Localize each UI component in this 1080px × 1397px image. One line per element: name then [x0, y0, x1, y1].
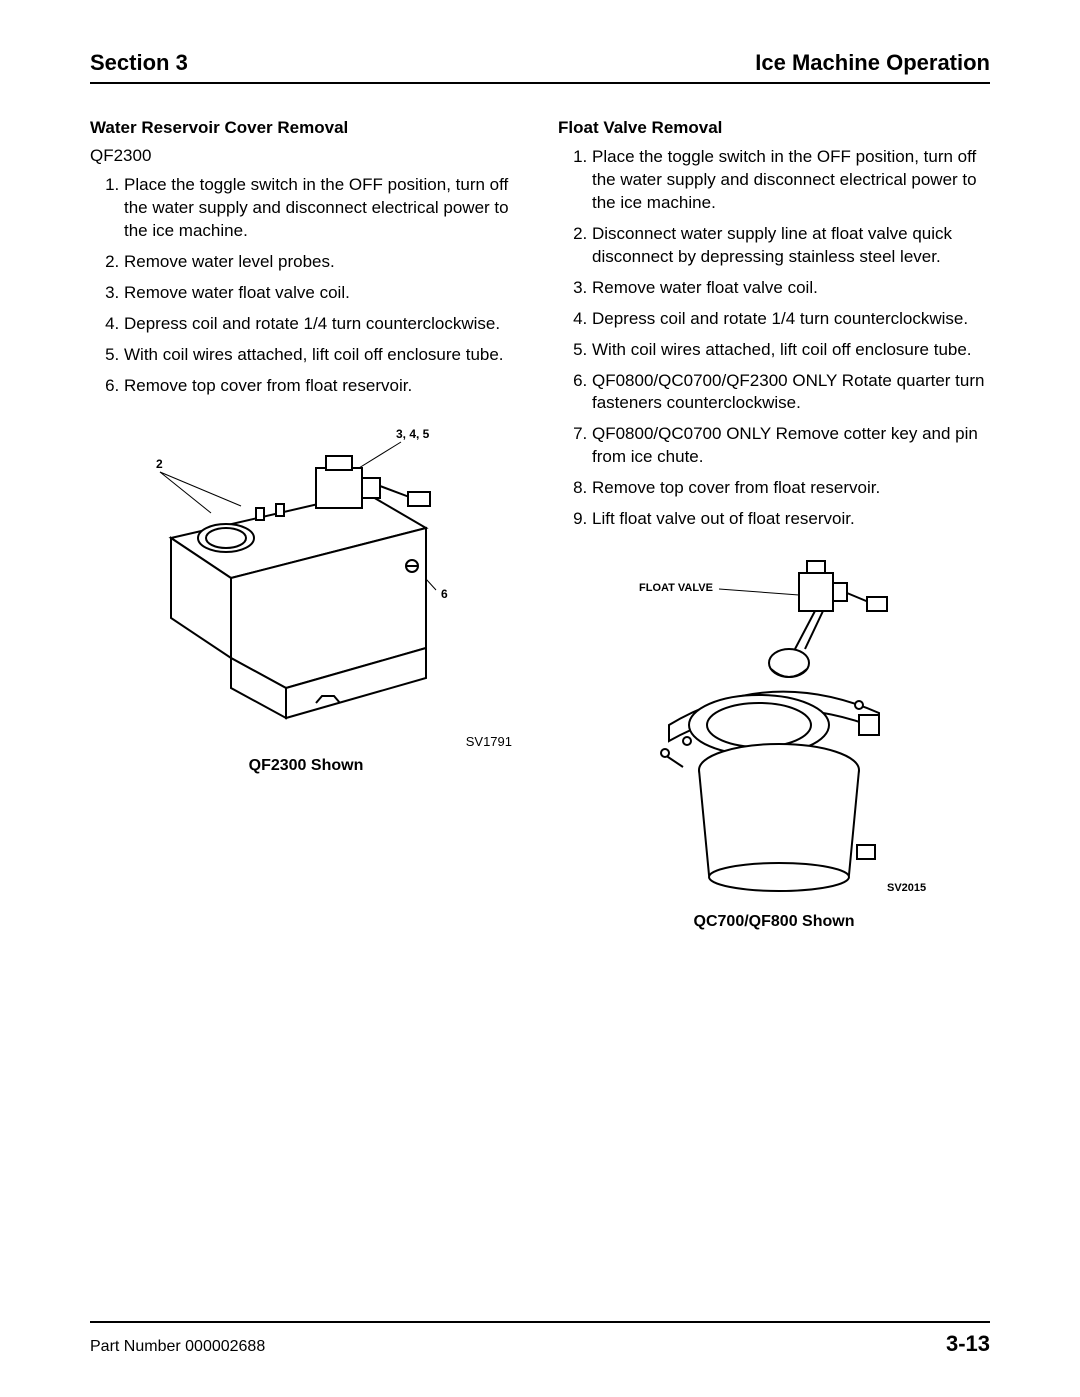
- left-step: Remove water float valve coil.: [124, 282, 522, 305]
- reservoir-diagram-icon: 2 3, 4, 5 6: [116, 418, 496, 728]
- content-columns: Water Reservoir Cover Removal QF2300 Pla…: [90, 118, 990, 931]
- right-figure: FLOAT VALVE: [558, 545, 990, 931]
- callout-345: 3, 4, 5: [396, 427, 430, 441]
- right-figure-code: SV2015: [887, 882, 926, 894]
- right-step: QF0800/QC0700/QF2300 ONLY Rotate quarter…: [592, 370, 990, 416]
- left-step: With coil wires attached, lift coil off …: [124, 344, 522, 367]
- page-header: Section 3 Ice Machine Operation: [90, 50, 990, 84]
- right-step: QF0800/QC0700 ONLY Remove cotter key and…: [592, 423, 990, 469]
- float-valve-diagram-icon: FLOAT VALVE: [609, 545, 939, 905]
- left-heading: Water Reservoir Cover Removal: [90, 118, 522, 138]
- right-steps-list: Place the toggle switch in the OFF posit…: [558, 146, 990, 531]
- left-step: Remove top cover from float reservoir.: [124, 375, 522, 398]
- right-step: Lift float valve out of float reservoir.: [592, 508, 990, 531]
- page-title: Ice Machine Operation: [755, 50, 990, 76]
- left-step: Remove water level probes.: [124, 251, 522, 274]
- right-step: With coil wires attached, lift coil off …: [592, 339, 990, 362]
- right-step: Remove top cover from float reservoir.: [592, 477, 990, 500]
- page-footer: Part Number 000002688 3-13: [90, 1321, 990, 1357]
- callout-6: 6: [441, 587, 448, 601]
- part-number: Part Number 000002688: [90, 1338, 265, 1356]
- float-valve-label: FLOAT VALVE: [639, 582, 713, 594]
- right-column: Float Valve Removal Place the toggle swi…: [558, 118, 990, 931]
- left-steps-list: Place the toggle switch in the OFF posit…: [90, 174, 522, 398]
- section-label: Section 3: [90, 50, 188, 76]
- left-column: Water Reservoir Cover Removal QF2300 Pla…: [90, 118, 522, 931]
- right-step: Disconnect water supply line at float va…: [592, 223, 990, 269]
- left-figure-code: SV1791: [90, 734, 522, 749]
- left-step: Place the toggle switch in the OFF posit…: [124, 174, 522, 243]
- right-figure-caption: QC700/QF800 Shown: [558, 913, 990, 931]
- right-heading: Float Valve Removal: [558, 118, 990, 138]
- left-figure-caption: QF2300 Shown: [90, 757, 522, 775]
- left-figure: 2 3, 4, 5 6: [90, 418, 522, 775]
- right-step: Place the toggle switch in the OFF posit…: [592, 146, 990, 215]
- right-step: Depress coil and rotate 1/4 turn counter…: [592, 308, 990, 331]
- callout-2: 2: [156, 457, 163, 471]
- right-step: Remove water float valve coil.: [592, 277, 990, 300]
- left-step: Depress coil and rotate 1/4 turn counter…: [124, 313, 522, 336]
- page-number: 3-13: [946, 1331, 990, 1357]
- left-model: QF2300: [90, 146, 522, 166]
